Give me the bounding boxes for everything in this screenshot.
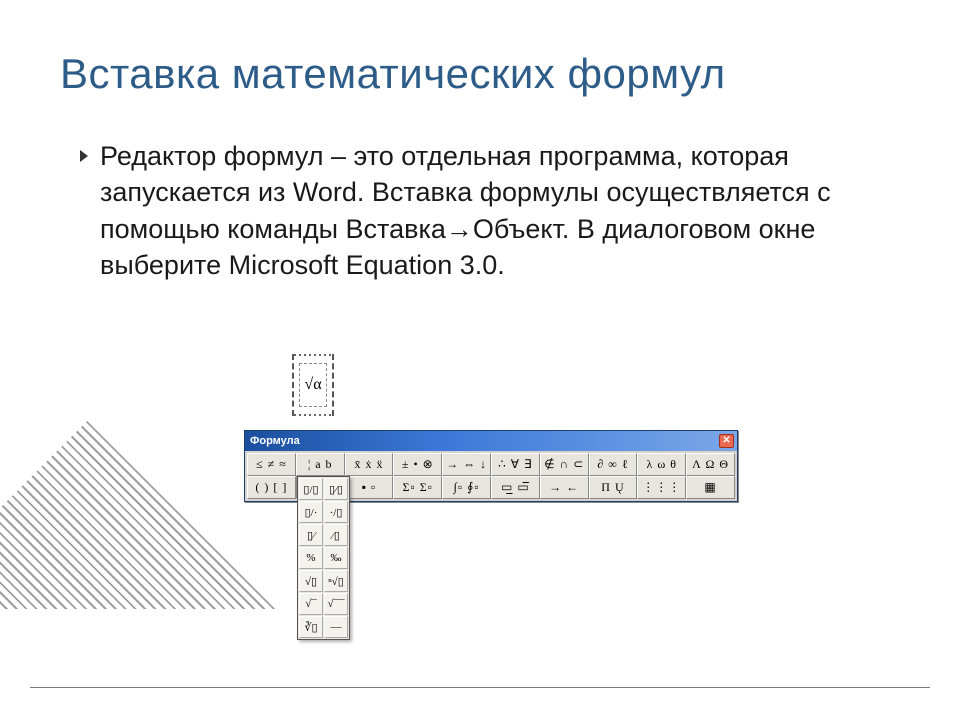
palette-cell-2[interactable]: ▯/· [299,501,323,523]
equation-content: √α [299,363,327,407]
toolbar-button-spaces-dots[interactable]: ¦ a b [296,453,345,476]
palette-cell-12[interactable]: ∛▯ [299,616,323,638]
toolbar-button-fences[interactable]: ( ) [ ] [247,476,296,499]
palette-cell-5[interactable]: ⁄▯ [324,524,348,546]
toolbar-button-integrals[interactable]: ∫▫ ∮▫ [442,476,491,499]
formula-toolbar-title-text: Формула [250,435,300,447]
slide-title: Вставка математических формул [60,50,900,98]
toolbar-button-relations[interactable]: ≤ ≠ ≈ [247,453,296,476]
toolbar-button-greek-upper[interactable]: Λ Ω Θ [686,453,735,476]
palette-cell-3[interactable]: ·/▯ [324,501,348,523]
close-icon[interactable]: ✕ [719,434,734,448]
toolbar-button-logical[interactable]: ∴ ∀ ∃ [491,453,540,476]
palette-cell-0[interactable]: ▯/▯ [299,478,323,500]
formula-toolbar-titlebar[interactable]: Формула ✕ [245,431,737,451]
frac-radical-palette[interactable]: ▯/▯▯⁄▯▯/··/▯▯⁄⁄▯%‰√▯ⁿ√▯√¯√¯¯∛▯— [297,476,350,640]
palette-cell-8[interactable]: √▯ [299,570,323,592]
bullet-icon [80,150,88,162]
toolbar-button-matrix-large[interactable]: ▦ [686,476,735,499]
bottom-rule [30,687,930,688]
palette-cell-13[interactable]: — [324,616,348,638]
body-bullet-item: Редактор формул – это отдельная программ… [60,138,900,284]
toolbar-button-sub-super[interactable]: ▪ ▫ [345,476,394,499]
toolbar-button-products[interactable]: Π Ų [589,476,638,499]
toolbar-button-over-under-bar[interactable]: ▭̲ ▭̅ [491,476,540,499]
toolbar-button-greek-lower[interactable]: λ ω θ [637,453,686,476]
toolbar-button-embellishments[interactable]: x̄ ẋ ẍ [345,453,394,476]
palette-cell-6[interactable]: % [299,547,323,569]
palette-cell-9[interactable]: ⁿ√▯ [324,570,348,592]
palette-cell-10[interactable]: √¯ [299,593,323,615]
toolbar-row-symbols: ≤ ≠ ≈¦ a bx̄ ẋ ẍ± • ⊗→ ⇔ ↓∴ ∀ ∃∉ ∩ ⊂∂ ∞ … [247,453,735,476]
toolbar-button-summation[interactable]: Σ▫ Σ▫ [393,476,442,499]
toolbar-button-operators[interactable]: ± • ⊗ [393,453,442,476]
toolbar-button-labeled-arrows[interactable]: → ← [540,476,589,499]
toolbar-button-matrix-small[interactable]: ⋮⋮⋮ [637,476,686,499]
toolbar-button-misc-symbols[interactable]: ∂ ∞ ℓ [589,453,638,476]
palette-cell-7[interactable]: ‰ [324,547,348,569]
slide-body-text: Редактор формул – это отдельная программ… [100,138,900,284]
palette-cell-4[interactable]: ▯⁄ [299,524,323,546]
toolbar-button-arrows[interactable]: → ⇔ ↓ [442,453,491,476]
equation-edit-box[interactable]: √α [292,354,334,416]
palette-cell-11[interactable]: √¯¯ [324,593,348,615]
palette-cell-1[interactable]: ▯⁄▯ [324,478,348,500]
toolbar-button-set-theory[interactable]: ∉ ∩ ⊂ [540,453,589,476]
